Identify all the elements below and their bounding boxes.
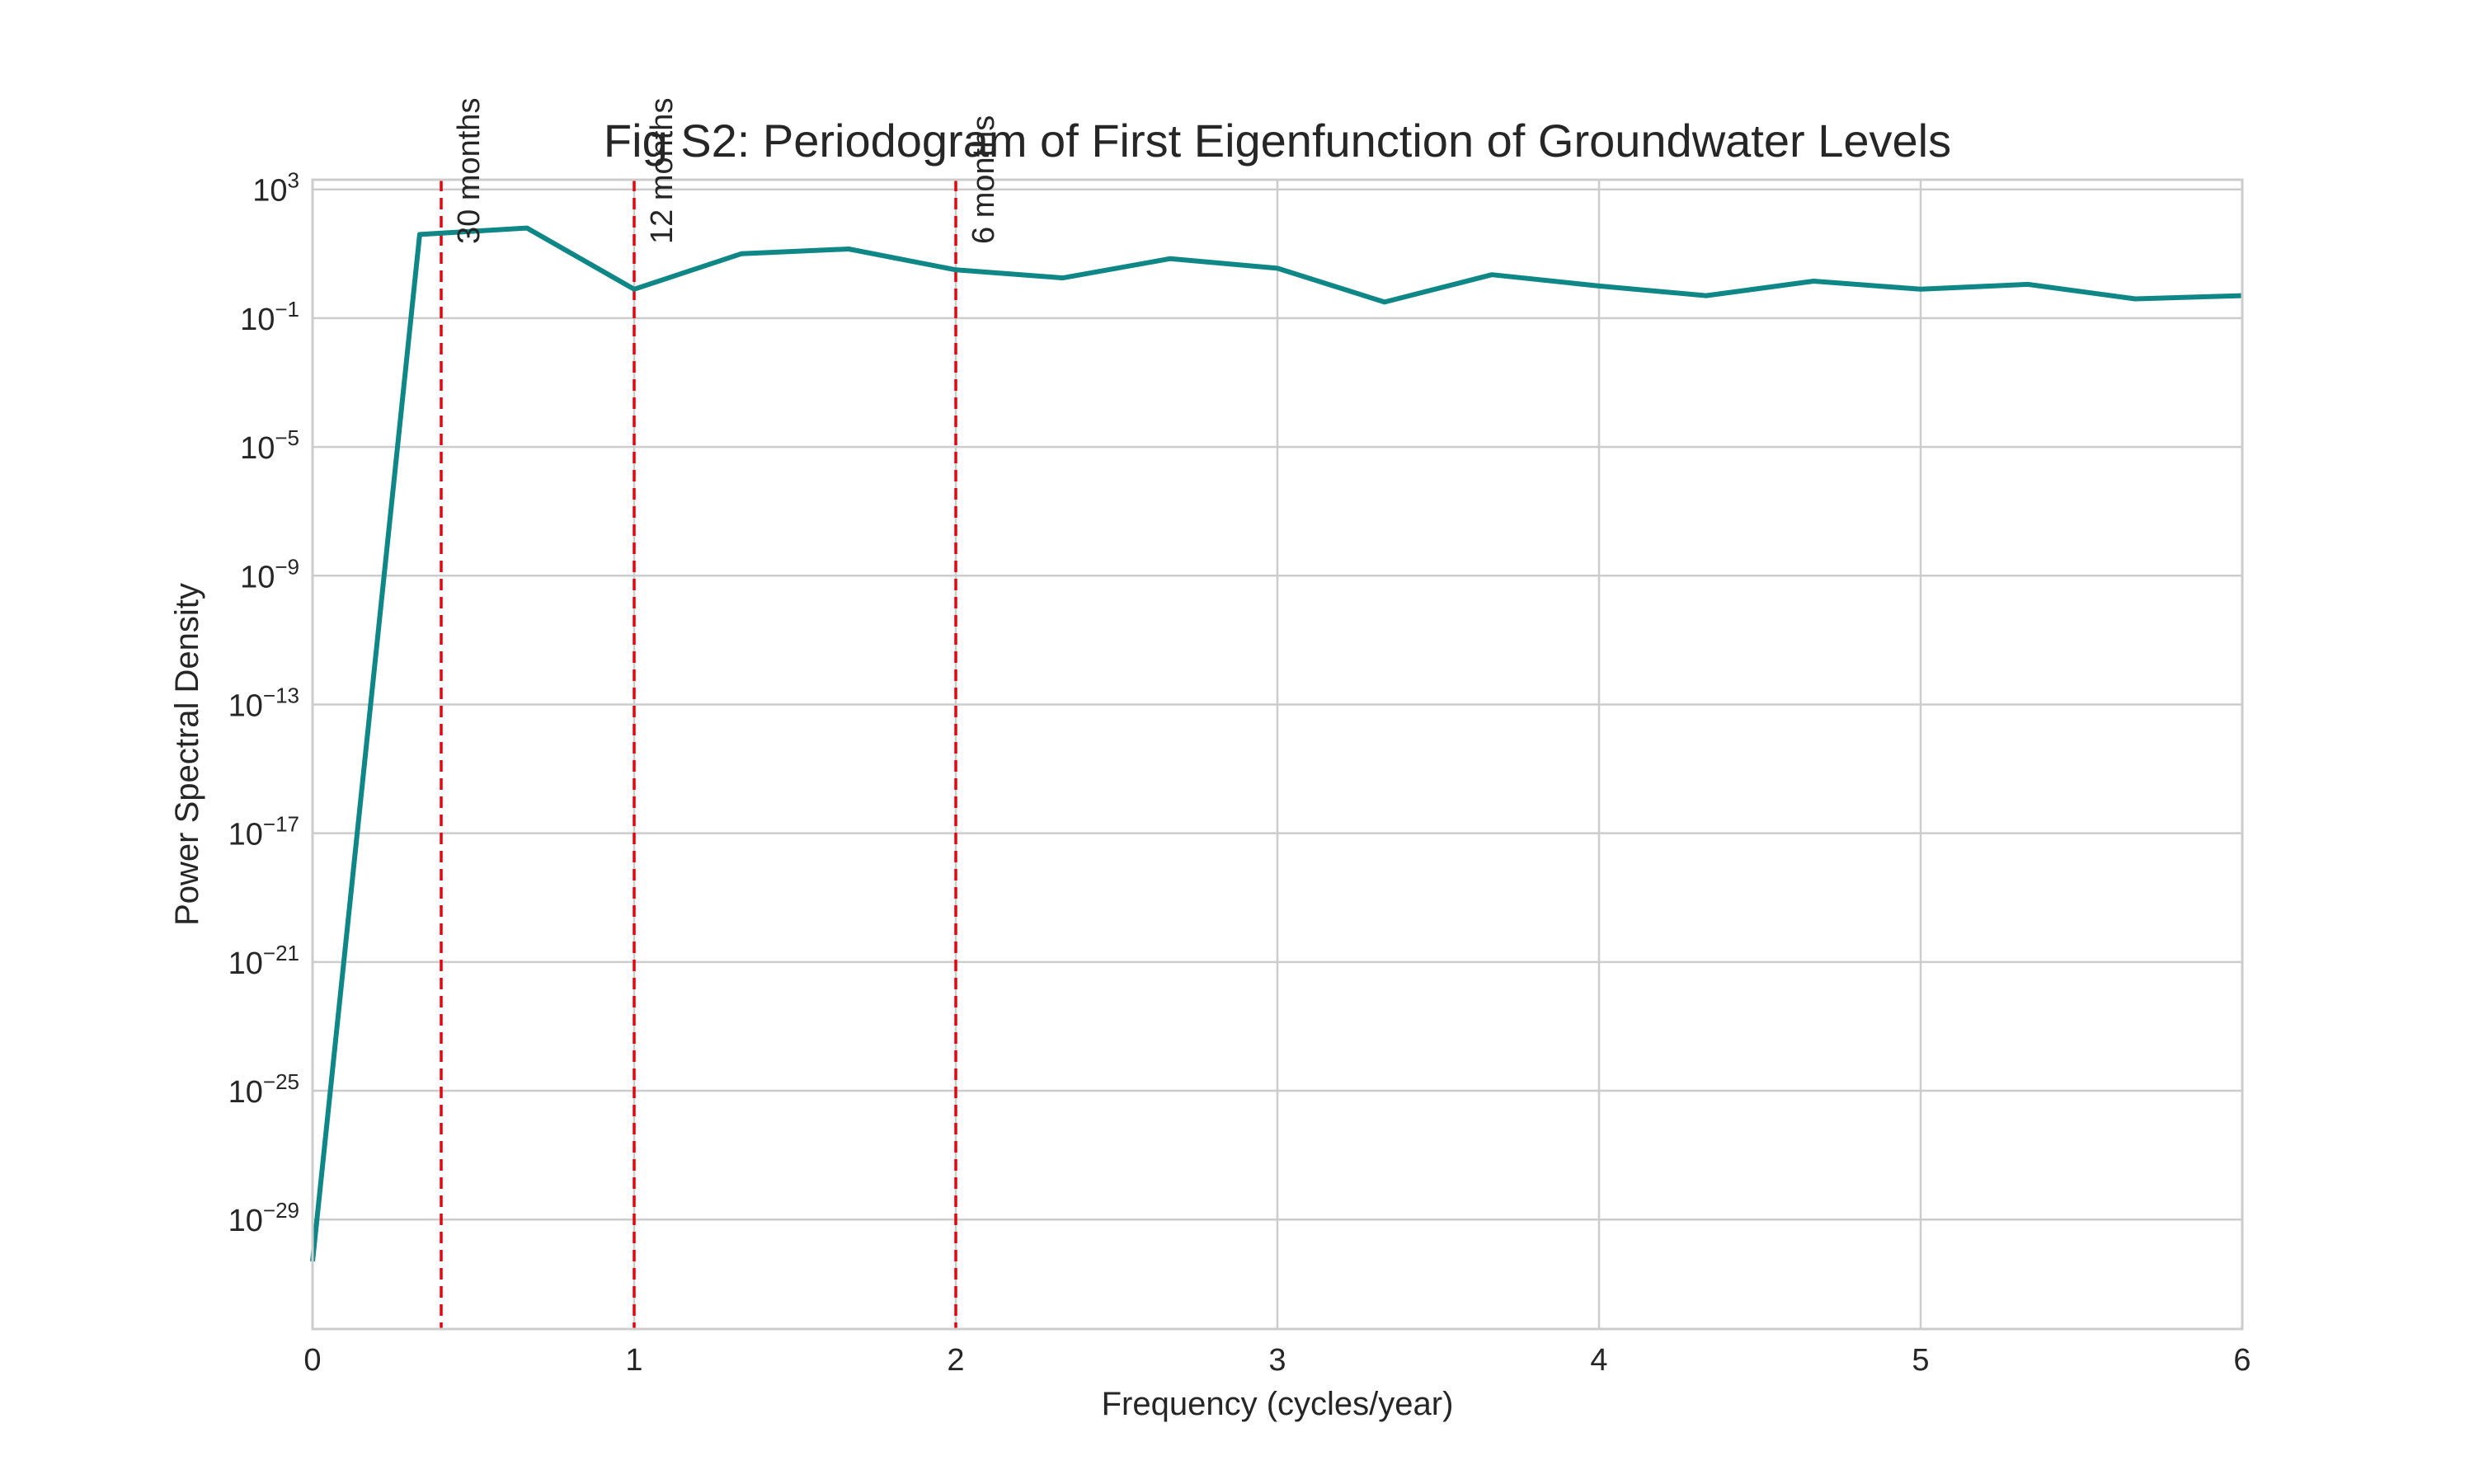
x-tick-labels: 0 1 2 3 4 5 6 <box>303 1343 2251 1378</box>
y-tick-labels: 103 10−1 10−5 10−9 10−13 10−17 10−21 10−25 10−29 <box>228 168 299 1239</box>
reference-lines-layer <box>440 180 957 1329</box>
reference-line-label: 30 months <box>452 98 487 244</box>
x-tick-label: 0 <box>303 1343 321 1378</box>
x-tick-label: 5 <box>1912 1343 1929 1378</box>
y-tick-label: 10−1 <box>240 297 299 337</box>
x-tick-label: 3 <box>1268 1343 1286 1378</box>
y-tick-label: 10−21 <box>228 941 299 981</box>
y-tick-label: 10−9 <box>240 554 299 594</box>
plot-frame <box>311 178 2244 1331</box>
x-tick-label: 6 <box>2233 1343 2251 1378</box>
reference-line-label: 6 months <box>967 115 1001 244</box>
grid-layer <box>311 180 2244 1329</box>
x-tick-label: 2 <box>947 1343 964 1378</box>
series-line <box>310 225 2243 1262</box>
y-tick-label: 10−5 <box>240 425 299 466</box>
y-tick-label: 10−29 <box>228 1198 299 1238</box>
reference-line-annotations: 30 months 12 months 6 months <box>452 98 1001 244</box>
y-tick-label: 10−13 <box>228 683 299 723</box>
series-layer <box>310 225 2243 1262</box>
y-tick-label: 10−17 <box>228 812 299 852</box>
y-tick-label: 103 <box>252 168 299 209</box>
reference-line-label: 12 months <box>645 98 680 244</box>
chart-title: Fig S2: Periodogram of First Eigenfuncti… <box>604 115 1951 167</box>
x-tick-label: 1 <box>625 1343 642 1378</box>
x-axis-label: Frequency (cycles/year) <box>1102 1386 1454 1422</box>
y-tick-label: 10−25 <box>228 1069 299 1110</box>
y-axis-label: Power Spectral Density <box>169 583 205 926</box>
x-tick-label: 4 <box>1590 1343 1607 1378</box>
